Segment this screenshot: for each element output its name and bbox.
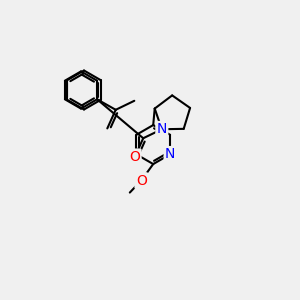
Text: O: O [129, 150, 140, 164]
Text: N: N [165, 147, 175, 161]
Text: N: N [157, 122, 167, 136]
Text: O: O [136, 174, 147, 188]
